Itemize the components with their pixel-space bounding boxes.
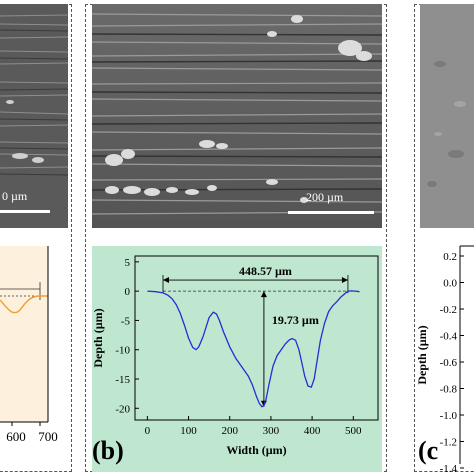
panel-a-plot: 600 700 bbox=[0, 246, 58, 444]
y-tick-label-4: -15 bbox=[115, 374, 130, 386]
panel-c-y-tick-label-7: -1.2 bbox=[440, 437, 457, 449]
panel-a-x-tick-700: 700 bbox=[38, 429, 58, 444]
panel-a-sem-image bbox=[0, 4, 68, 228]
panel-b-plot-frame bbox=[134, 255, 379, 421]
panel-a-profile-line bbox=[0, 295, 48, 314]
panel-c-y-tick-label-5: -0.8 bbox=[440, 384, 458, 396]
panel-c-letter: (c bbox=[418, 436, 439, 465]
panel-c-y-tick-label-3: -0.4 bbox=[440, 331, 458, 343]
width-label: 448.57 µm bbox=[239, 264, 292, 278]
depth-arrow-top bbox=[260, 291, 267, 298]
y-axis-label: Depth (µm) bbox=[91, 308, 105, 367]
x-tick-label-2: 200 bbox=[221, 425, 238, 437]
y-tick-label-5: -20 bbox=[115, 403, 130, 415]
panel-b-sem-image bbox=[92, 4, 382, 228]
panel-c-y-tick-label-4: -0.6 bbox=[440, 357, 458, 369]
y-tick-label-1: 0 bbox=[125, 286, 131, 298]
panel-c-sem-image bbox=[420, 4, 474, 228]
panel-a-scale-label: 0 µm bbox=[2, 189, 28, 203]
depth-label: 19.73 µm bbox=[272, 313, 319, 327]
depth-profile-line-0 bbox=[147, 290, 360, 408]
x-axis-label: Width (µm) bbox=[226, 443, 286, 457]
x-tick-label-1: 100 bbox=[180, 425, 197, 437]
x-tick-label-0: 0 bbox=[145, 425, 151, 437]
panel-a-x-tick-600: 600 bbox=[6, 429, 26, 444]
panel-c-y-tick-label-8: -1.4 bbox=[440, 463, 458, 474]
panel-b-scale-label: 200 µm bbox=[306, 190, 344, 204]
panel-b-scale-bar bbox=[288, 211, 374, 214]
panel-b-letter: (b) bbox=[92, 436, 124, 465]
x-tick-label-5: 500 bbox=[345, 425, 362, 437]
panel-c-y-tick-label-1: 0.0 bbox=[443, 278, 457, 290]
panel-c-y-tick-label-2: -0.2 bbox=[440, 304, 457, 316]
width-arrow-left bbox=[163, 277, 170, 284]
panel-c-y-tick-label-0: 0.2 bbox=[443, 251, 457, 263]
panel-c-y-label: Depth (µm) bbox=[415, 325, 429, 384]
panel-a-scale-bar bbox=[0, 210, 50, 213]
y-tick-label-0: 5 bbox=[125, 257, 131, 269]
panel-c-y-tick-label-6: -1.0 bbox=[440, 410, 458, 422]
y-tick-label-2: -5 bbox=[121, 315, 131, 327]
panel-a-plot-area bbox=[0, 246, 48, 422]
x-tick-label-4: 400 bbox=[304, 425, 321, 437]
y-tick-label-3: -10 bbox=[115, 345, 130, 357]
width-arrow-right bbox=[341, 277, 348, 284]
x-tick-label-3: 300 bbox=[263, 425, 280, 437]
